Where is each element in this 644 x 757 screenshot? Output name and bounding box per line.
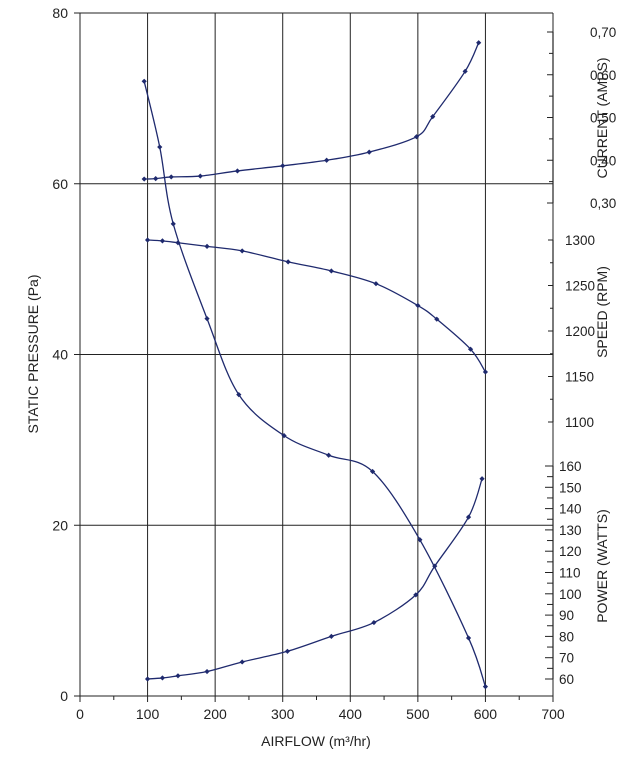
power-tick-label: 120 [559,544,582,559]
current-tick-label: 0,60 [590,68,616,83]
data-point-left [170,221,176,227]
data-point-left [417,537,423,543]
power-tick-label: 60 [559,672,574,687]
data-point-power [413,592,419,598]
data-point-current [430,114,436,120]
data-point-left [141,78,147,84]
power-tick-label: 130 [559,523,582,538]
speed-axis-label: SPEED (RPM) [594,266,610,358]
power-tick-label: 80 [559,629,574,644]
x-tick-label: 600 [474,706,498,722]
data-point-speed [373,281,379,287]
current-tick-label: 0,50 [590,111,616,126]
power-tick-label: 110 [559,566,581,581]
speed-tick-label: 1250 [565,279,595,294]
grid-lines [80,12,554,696]
data-point-power [328,633,334,639]
data-point-speed [467,346,474,352]
data-point-left [465,635,472,641]
data-point-current [324,157,330,163]
x-tick-label: 700 [541,706,565,722]
x-tick-label: 300 [271,706,295,722]
power-tick-label: 100 [559,587,582,602]
power-tick-label: 70 [559,651,574,666]
data-point-left [236,392,242,398]
data-point-left [157,144,163,150]
data-point-current [462,68,468,74]
data-point-power [144,676,151,682]
data-point-left [204,316,210,322]
x-tick-label: 500 [406,706,430,722]
speed-tick-label: 1300 [565,233,595,248]
speed-tick-label: 1150 [565,370,594,385]
data-point-power [204,668,210,675]
data-point-speed [482,369,489,375]
data-point-speed [415,302,421,309]
x-tick-label: 0 [76,706,84,722]
data-point-power [465,514,472,520]
data-point-power [432,563,438,569]
data-point-power [239,659,245,665]
data-point-power [284,648,291,654]
data-series [141,40,489,690]
power-axis-label: POWER (WATTS) [594,509,610,623]
x-tick-label: 200 [203,706,227,722]
data-point-speed [434,316,440,322]
data-point-left [326,452,332,458]
data-point-speed [204,243,210,249]
data-point-speed [239,248,245,254]
y-tick-label: 40 [52,347,68,363]
data-point-power [175,673,181,679]
x-tick-label: 100 [136,706,160,722]
data-point-power [479,476,485,482]
power-tick-label: 160 [559,459,582,474]
data-point-speed [159,238,166,244]
y-tick-label: 20 [52,517,68,533]
data-point-current [413,134,420,140]
power-tick-label: 90 [559,608,574,623]
data-point-power [159,675,166,681]
data-point-power [371,619,377,626]
data-point-current [197,173,203,179]
data-point-speed [285,259,291,265]
data-point-current [366,149,372,155]
data-point-current [476,40,482,46]
y-tick-label: 80 [52,5,68,21]
axes: 0 100 200 300 400 500 600 700 0 20 40 60 80 0,30 0,40 0… [52,5,616,722]
data-point-left [482,684,489,690]
current-tick-label: 0,40 [590,153,616,168]
data-point-left [281,433,287,439]
x-tick-label: 400 [339,706,363,722]
data-point-current [141,176,147,182]
data-point-current [280,163,286,169]
current-axis-label: CURRENT (AMPS) [594,57,610,178]
data-point-speed [328,268,334,274]
data-point-current [168,174,174,180]
data-point-left [369,468,376,475]
data-point-speed [175,240,181,246]
power-tick-label: 150 [559,480,582,495]
x-axis-label: AIRFLOW (m³/hr) [261,733,371,749]
y-axis-label: STATIC PRESSURE (Pa) [25,275,41,434]
speed-tick-label: 1100 [565,415,594,430]
data-point-current [234,168,241,174]
data-point-current [153,176,159,182]
current-tick-label: 0,70 [590,25,616,40]
current-tick-label: 0,30 [590,196,616,211]
y-tick-label: 60 [52,176,68,192]
y-tick-label: 0 [60,688,68,704]
data-point-speed [144,237,151,243]
speed-tick-label: 1200 [565,324,595,339]
power-tick-label: 140 [559,502,582,517]
